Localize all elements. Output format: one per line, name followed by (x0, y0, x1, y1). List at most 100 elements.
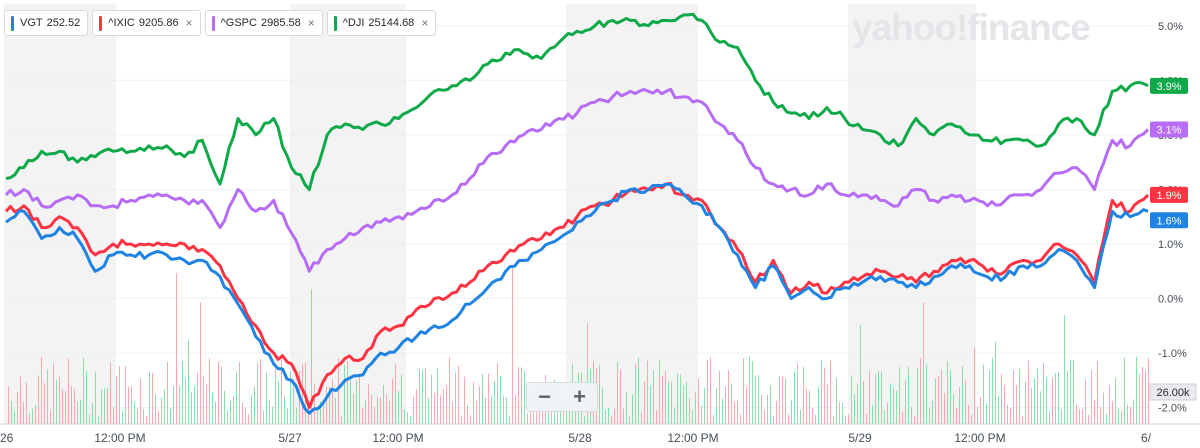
volume-bar (803, 366, 804, 424)
legend-chip-ixic[interactable]: ^IXIC 9205.86 × (92, 10, 201, 36)
volume-bar (212, 392, 213, 424)
volume-bar (257, 362, 258, 424)
volume-bar (59, 376, 60, 424)
volume-bar (128, 386, 129, 424)
volume-bar (1043, 362, 1044, 424)
volume-bar (254, 386, 255, 424)
volume-bar (362, 408, 363, 424)
legend-chip-dji[interactable]: ^DJI 25144.68 × (326, 10, 437, 36)
volume-bar (863, 381, 864, 424)
volume-bar (353, 393, 354, 424)
volume-bar (1103, 392, 1104, 424)
volume-bar (35, 404, 36, 424)
volume-bar (854, 393, 855, 424)
volume-bar (566, 408, 567, 424)
volume-bar (899, 367, 900, 424)
volume-bar (587, 322, 588, 424)
volume-bar (764, 409, 765, 424)
remove-series-icon[interactable]: × (185, 16, 193, 30)
last-value-label-ixic: 1.9% (1156, 190, 1181, 202)
volume-bar (284, 395, 285, 424)
volume-bar (866, 414, 867, 424)
volume-bar (1040, 391, 1041, 424)
volume-bar (491, 396, 492, 424)
volume-bar (1097, 361, 1098, 424)
volume-bar (707, 360, 708, 424)
remove-series-icon[interactable]: × (307, 16, 315, 30)
y-tick-label: 1.0% (1158, 239, 1183, 251)
volume-bar (23, 401, 24, 424)
series-line-vgt[interactable] (5, 182, 1149, 415)
volume-bar (443, 389, 444, 424)
volume-bar (1115, 377, 1116, 424)
volume-bar (737, 400, 738, 424)
volume-bar (143, 409, 144, 424)
volume-bar (953, 394, 954, 424)
volume-bar (119, 366, 120, 424)
volume-bar (470, 415, 471, 424)
volume-bar (1013, 369, 1014, 424)
volume-bar (494, 381, 495, 424)
volume-bar (482, 373, 483, 424)
volume-bar (182, 361, 183, 424)
volume-bar (29, 412, 30, 424)
volume-bar (503, 395, 504, 424)
series-line-ixic[interactable] (4, 181, 1150, 410)
volume-bar (509, 415, 510, 424)
volume-bar (440, 395, 441, 424)
volume-bar (236, 371, 237, 424)
volume-bar (1064, 315, 1065, 424)
volume-bar (410, 415, 411, 424)
last-value-tag-ixic (1150, 186, 1188, 203)
volume-bar (716, 387, 717, 424)
volume-bar (740, 414, 741, 424)
y-tick-label: -1.0% (1158, 348, 1187, 360)
volume-bar (989, 370, 990, 424)
volume-bar (383, 385, 384, 424)
volume-bar (686, 382, 687, 424)
series-line-gspc[interactable] (4, 87, 1150, 273)
series-line-dji[interactable] (5, 12, 1149, 191)
volume-bar (365, 400, 366, 424)
volume-bar (1034, 378, 1035, 424)
volume-bar (116, 376, 117, 424)
volume-bar (407, 411, 408, 424)
volume-bar (101, 389, 102, 424)
volume-bar (821, 359, 822, 424)
session-band (290, 4, 406, 424)
volume-bar (704, 387, 705, 424)
volume-bar (539, 407, 540, 424)
remove-series-icon[interactable]: × (421, 16, 429, 30)
volume-bar (779, 376, 780, 424)
volume-bar (569, 404, 570, 424)
volume-bar (929, 407, 930, 424)
volume-bar (1031, 387, 1032, 424)
legend-chip-gspc[interactable]: ^GSPC 2985.58 × (204, 10, 323, 36)
volume-bar (401, 374, 402, 424)
volume-bar (194, 385, 195, 424)
legend-chip-vgt[interactable]: VGT 252.52 (4, 10, 89, 36)
volume-bar (878, 371, 879, 424)
volume-bar (917, 367, 918, 424)
volume-bar (218, 361, 219, 424)
volume-bar (635, 363, 636, 424)
volume-bar (1010, 408, 1011, 424)
volume-bar (158, 411, 159, 424)
volume-bar (461, 415, 462, 424)
volume-bar (1025, 381, 1026, 424)
volume-bar (761, 395, 762, 424)
volume-bar (782, 377, 783, 424)
volume-bar (335, 397, 336, 424)
volume-bar (599, 365, 600, 424)
zoom-out-button[interactable]: − (538, 384, 551, 409)
volume-bar (968, 405, 969, 424)
volume-bar (278, 380, 279, 424)
volume-bar (818, 387, 819, 424)
volume-scale-label: 26.00k (1156, 387, 1190, 399)
zoom-in-button[interactable]: + (573, 384, 586, 409)
volume-bar (176, 273, 177, 424)
volume-bar (53, 362, 54, 424)
volume-bar (824, 367, 825, 424)
